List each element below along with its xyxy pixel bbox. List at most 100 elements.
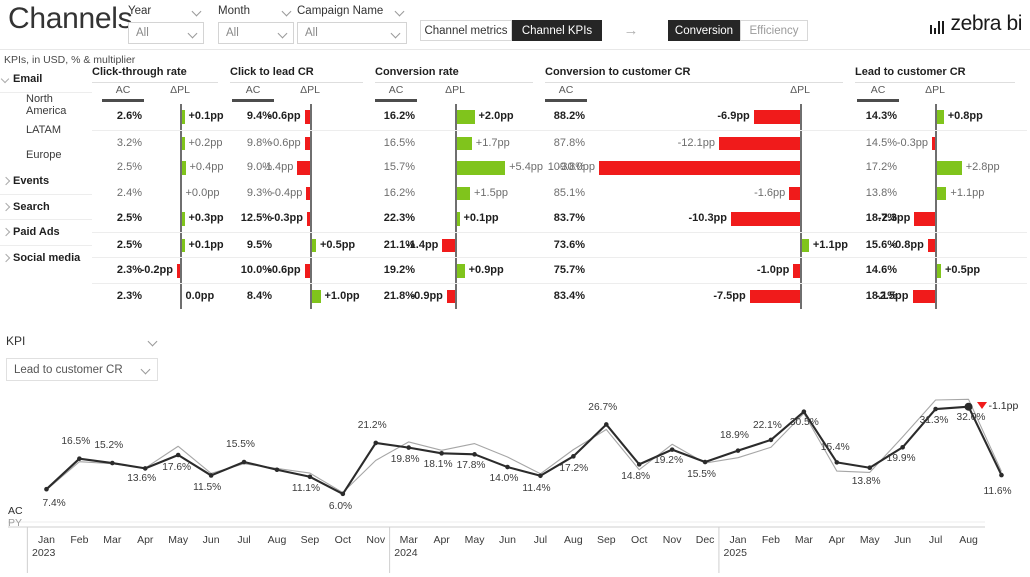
kpi-slicer[interactable]: KPI Lead to customer CR (6, 330, 158, 381)
tab-channel-kpis[interactable]: Channel KPIs (512, 20, 602, 41)
axis-tick-month: Jun (499, 534, 516, 546)
cell-ac: 3.2% (116, 136, 142, 149)
table-row[interactable]: 14.6% +0.5pp (855, 257, 1027, 284)
table-row[interactable]: 10.0% -0.6pp (230, 257, 375, 284)
end-variance-label: -1.1pp (988, 399, 1019, 412)
table-row-label-europe[interactable]: Europe (0, 143, 92, 169)
table-row[interactable]: 2.6% +0.1pp (92, 104, 230, 130)
table-row[interactable]: 2.3% 0.0pp (92, 282, 230, 309)
table-row[interactable]: 19.2% +0.9pp (375, 257, 545, 284)
data-point (900, 444, 905, 450)
kpi-group-underline (230, 82, 363, 83)
table-row[interactable]: 17.2% +2.8pp (855, 155, 1027, 181)
table-row[interactable]: 83.7% -10.3pp (545, 206, 855, 232)
cell-variance: -1.6pp (545, 180, 855, 206)
table-row[interactable]: 18.7% -2.3pp (855, 206, 1027, 232)
data-point (340, 491, 346, 497)
table-row[interactable]: 3.2% +0.2pp (92, 129, 230, 156)
chevron-down-icon[interactable] (279, 29, 288, 38)
table-row[interactable]: 14.3% +0.8pp (855, 104, 1027, 130)
variance-axis (455, 283, 457, 309)
table-row-label-events[interactable]: Events (0, 168, 92, 194)
table-row[interactable]: 87.8% -12.1pp (545, 129, 855, 156)
table-row[interactable]: 16.5% +1.7pp (375, 129, 545, 156)
variance-axis (180, 258, 182, 284)
table-row[interactable]: 18.1% -2.5pp (855, 282, 1027, 309)
arrow-right-icon[interactable]: → (623, 22, 639, 39)
table-row[interactable]: 15.7% +5.4pp (375, 155, 545, 181)
variance-bar (936, 264, 941, 278)
cell-variance: +0.9pp (375, 258, 545, 284)
cell-variance: -0.2pp (92, 258, 230, 284)
chevron-down-icon[interactable] (142, 365, 151, 374)
table-row-label-search[interactable]: Search (0, 193, 92, 220)
table-row[interactable]: 75.7% -1.0pp (545, 257, 855, 284)
data-point-label: 17.8% (456, 460, 486, 472)
table-row[interactable]: 2.5% +0.3pp (92, 206, 230, 232)
chevron-down-icon[interactable] (283, 7, 292, 16)
table-row[interactable]: 21.8% -0.9pp (375, 282, 545, 309)
variance-label: +1.7pp (475, 136, 510, 149)
data-point (669, 447, 675, 452)
axis-tick-month: Jan (37, 534, 55, 546)
table-row[interactable]: 15.6% -0.8pp (855, 231, 1027, 258)
table-row[interactable]: 9.0% -1.4pp (230, 155, 375, 181)
tab-efficiency[interactable]: Efficiency (740, 20, 808, 41)
tab-conversion[interactable]: Conversion (668, 20, 740, 41)
table-row[interactable]: 21.1% -1.4pp (375, 231, 545, 258)
table-row[interactable]: 83.4% -7.5pp (545, 282, 855, 309)
data-point-label: 13.6% (127, 473, 157, 485)
table-row[interactable]: 2.4% +0.0pp (92, 180, 230, 206)
header-divider (0, 49, 1030, 50)
table-row[interactable]: 16.2% +2.0pp (375, 104, 545, 130)
variance-axis (180, 130, 182, 156)
table-row-label-north-america[interactable]: North America (0, 91, 92, 118)
slicer-campaign-dropdown[interactable]: All (297, 22, 407, 44)
table-row[interactable]: 8.4% +1.0pp (230, 282, 375, 309)
cell-ac: 9.3% (246, 186, 272, 199)
table-row[interactable]: 9.5% +0.5pp (230, 231, 375, 258)
table-row-label-paid-ads[interactable]: Paid Ads (0, 219, 92, 245)
chevron-down-icon[interactable] (396, 7, 405, 16)
chevron-down-icon[interactable] (189, 29, 198, 38)
table-row[interactable]: 9.4% -0.6pp (230, 104, 375, 130)
axis-tick-month: May (168, 534, 189, 546)
table-row[interactable]: 109.8% -30.0pp (545, 155, 855, 181)
tab-channel-metrics[interactable]: Channel metrics (420, 20, 512, 41)
table-note: KPIs, in USD, % & multiplier (4, 54, 136, 66)
slicer-month-dropdown[interactable]: All (218, 22, 294, 44)
variance-label: -1.4pp (262, 161, 294, 173)
table-row[interactable]: 2.5% +0.4pp (92, 155, 230, 181)
axis-tick-month: Jun (894, 534, 912, 546)
slicer-month[interactable]: Month All (218, 0, 294, 44)
table-row[interactable]: 73.6% +1.1pp (545, 231, 855, 258)
chevron-down-icon[interactable] (193, 7, 202, 16)
table-row[interactable]: 22.3% +0.1pp (375, 206, 545, 232)
table-row[interactable]: 13.8% +1.1pp (855, 180, 1027, 206)
variance-axis (310, 104, 312, 130)
kpi-slicer-dropdown[interactable]: Lead to customer CR (6, 358, 158, 381)
cell-ac: 21.1% (383, 238, 415, 251)
chevron-down-icon[interactable] (149, 337, 158, 346)
slicer-campaign-name[interactable]: Campaign Name All (297, 0, 407, 44)
table-row[interactable]: 2.3% -0.2pp (92, 257, 230, 284)
variance-bar (936, 186, 947, 200)
table-row-label-latam[interactable]: LATAM (0, 117, 92, 143)
table-row[interactable]: 2.5% +0.1pp (92, 231, 230, 258)
table-row[interactable]: 9.3% -0.4pp (230, 180, 375, 206)
cell-ac: 9.4% (246, 110, 272, 122)
cell-variance: -0.6pp (230, 130, 375, 156)
chevron-down-icon[interactable] (392, 29, 401, 38)
table-row-label-social-media[interactable]: Social media (0, 244, 92, 271)
axis-tick-year: 2024 (394, 547, 418, 559)
table-row[interactable]: 12.5% -0.3pp (230, 206, 375, 232)
slicer-year[interactable]: Year All (128, 0, 204, 44)
slicer-year-dropdown[interactable]: All (128, 22, 204, 44)
table-row-label-email[interactable]: Email (0, 66, 92, 92)
table-row[interactable]: 88.2% -6.9pp (545, 104, 855, 130)
table-row[interactable]: 9.8% -0.6pp (230, 129, 375, 156)
variance-axis (935, 104, 937, 130)
table-row[interactable]: 85.1% -1.6pp (545, 180, 855, 206)
table-row[interactable]: 16.2% +1.5pp (375, 180, 545, 206)
table-row[interactable]: 14.5% -0.3pp (855, 129, 1027, 156)
